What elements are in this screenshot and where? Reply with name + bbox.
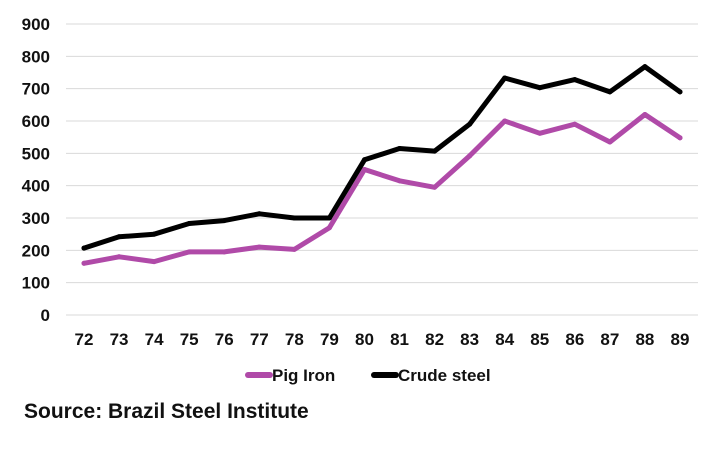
legend-label-pig-iron: Pig Iron xyxy=(272,366,335,385)
data-point-pig-iron-73 xyxy=(116,254,122,260)
data-point-pig-iron-72 xyxy=(81,260,87,266)
series-line-crude-steel xyxy=(81,64,683,251)
data-point-crude-steel-87 xyxy=(607,89,613,95)
data-point-crude-steel-86 xyxy=(572,77,578,83)
y-axis-ticks: 0 100 200 300 400 500 600 700 800 900 xyxy=(22,15,50,325)
series-line-pig-iron xyxy=(81,112,683,266)
data-point-pig-iron-89 xyxy=(677,135,683,141)
x-tick-label-81: 81 xyxy=(390,330,409,349)
x-tick-label-84: 84 xyxy=(495,330,514,349)
x-tick-label-72: 72 xyxy=(75,330,94,349)
x-tick-label-79: 79 xyxy=(320,330,339,349)
data-point-pig-iron-74 xyxy=(151,259,157,265)
x-tick-label-85: 85 xyxy=(530,330,549,349)
x-tick-label-83: 83 xyxy=(460,330,479,349)
data-point-crude-steel-75 xyxy=(186,220,192,226)
x-tick-label-78: 78 xyxy=(285,330,304,349)
x-tick-label-87: 87 xyxy=(600,330,619,349)
data-point-crude-steel-77 xyxy=(256,211,262,217)
x-tick-label-89: 89 xyxy=(671,330,690,349)
x-tick-label-80: 80 xyxy=(355,330,374,349)
x-tick-label-77: 77 xyxy=(250,330,269,349)
data-point-crude-steel-76 xyxy=(221,218,227,224)
data-point-crude-steel-81 xyxy=(397,145,403,151)
y-tick-label-800: 800 xyxy=(22,47,50,66)
y-tick-label-500: 500 xyxy=(22,144,50,163)
source-caption: Source: Brazil Steel Institute xyxy=(24,400,309,423)
x-tick-label-82: 82 xyxy=(425,330,444,349)
y-tick-label-300: 300 xyxy=(22,209,50,228)
data-point-crude-steel-74 xyxy=(151,231,157,237)
y-tick-label-700: 700 xyxy=(22,80,50,99)
data-point-crude-steel-73 xyxy=(116,234,122,240)
data-point-crude-steel-85 xyxy=(537,85,543,91)
data-point-crude-steel-83 xyxy=(467,121,473,127)
x-tick-label-73: 73 xyxy=(110,330,129,349)
data-point-crude-steel-80 xyxy=(361,157,367,163)
y-tick-label-100: 100 xyxy=(22,274,50,293)
data-point-pig-iron-78 xyxy=(291,246,297,252)
data-point-pig-iron-87 xyxy=(607,139,613,145)
grid-lines xyxy=(66,23,698,316)
x-tick-label-88: 88 xyxy=(635,330,654,349)
legend-label-crude-steel: Crude steel xyxy=(398,366,491,385)
series-lines xyxy=(81,64,683,266)
data-point-crude-steel-82 xyxy=(432,148,438,154)
data-point-pig-iron-82 xyxy=(432,184,438,190)
y-tick-label-200: 200 xyxy=(22,241,50,260)
data-point-pig-iron-83 xyxy=(467,153,473,159)
x-tick-label-75: 75 xyxy=(180,330,199,349)
data-point-pig-iron-75 xyxy=(186,249,192,255)
y-tick-label-0: 0 xyxy=(41,306,50,325)
data-point-crude-steel-78 xyxy=(291,215,297,221)
data-point-pig-iron-79 xyxy=(326,225,332,231)
legend: Pig Iron Crude steel xyxy=(245,366,491,385)
x-tick-label-86: 86 xyxy=(565,330,584,349)
data-point-pig-iron-76 xyxy=(221,249,227,255)
data-point-crude-steel-84 xyxy=(502,75,508,81)
data-point-pig-iron-88 xyxy=(642,112,648,118)
y-tick-label-600: 600 xyxy=(22,112,50,131)
data-point-crude-steel-79 xyxy=(326,215,332,221)
data-point-crude-steel-88 xyxy=(642,64,648,70)
x-axis-ticks: 72 73 74 75 76 77 78 79 80 81 82 83 84 85 86 87 88 89 xyxy=(75,330,690,349)
data-point-pig-iron-84 xyxy=(502,118,508,124)
data-point-pig-iron-80 xyxy=(361,167,367,172)
data-point-pig-iron-86 xyxy=(572,121,578,127)
data-point-crude-steel-72 xyxy=(81,245,87,251)
data-point-pig-iron-81 xyxy=(397,178,403,184)
data-point-pig-iron-85 xyxy=(537,130,543,136)
y-tick-label-900: 900 xyxy=(22,15,50,34)
data-point-pig-iron-77 xyxy=(256,244,262,250)
data-point-crude-steel-89 xyxy=(677,89,683,95)
x-tick-label-76: 76 xyxy=(215,330,234,349)
y-tick-label-400: 400 xyxy=(22,177,50,196)
x-tick-label-74: 74 xyxy=(145,330,164,349)
